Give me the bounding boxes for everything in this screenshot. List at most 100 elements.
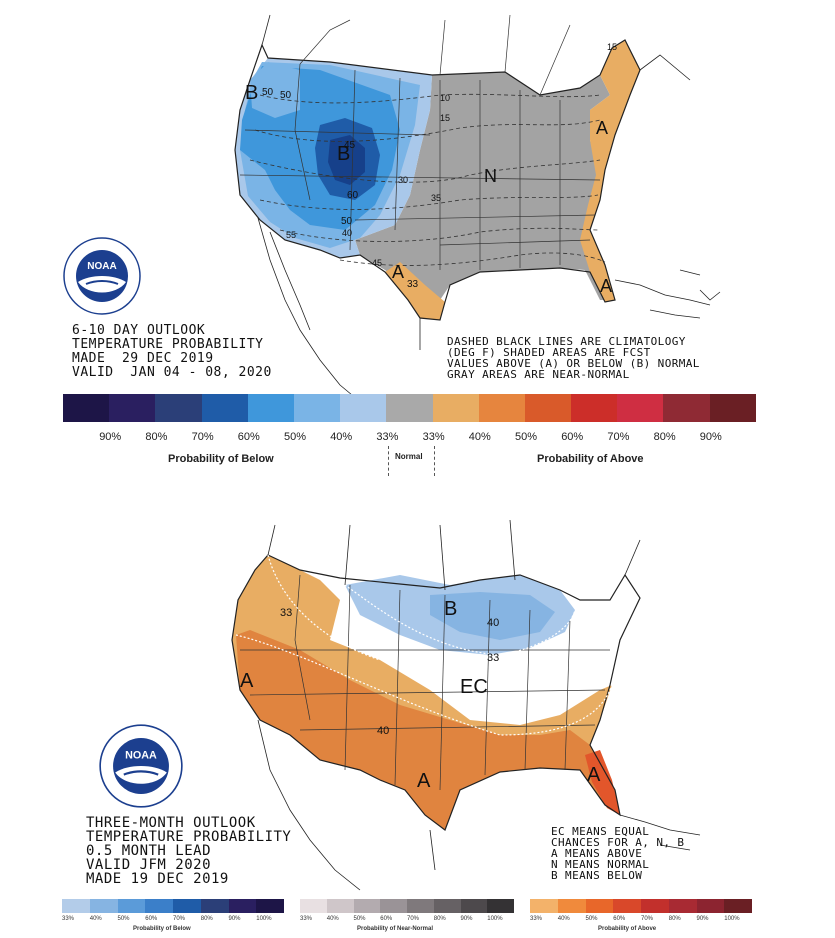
top-outlook-title-line-3: MADE 29 DEC 2019 — [72, 351, 214, 366]
bottom-legend-below-swatch — [117, 899, 146, 913]
bottom-legend-normal-swatch — [353, 899, 381, 913]
top-legend-label: 80% — [145, 431, 168, 443]
map-label-a-texas: A — [392, 262, 405, 282]
climatology-lines — [249, 93, 606, 266]
state-lines — [239, 14, 601, 270]
bottom-legend-normal-swatch — [433, 899, 461, 913]
contour-40b: 40 — [342, 228, 353, 238]
top-legend-swatch — [524, 394, 572, 422]
contour-50c: 50 — [341, 216, 353, 227]
contour-45a: 45 — [344, 140, 356, 151]
bottom-legend-normal-label: 33% — [300, 916, 313, 922]
above-normal-texas — [385, 262, 445, 320]
noaa-logo-bottom-icon: NOAA — [99, 724, 183, 808]
map-label-b-rockies: B — [337, 143, 351, 165]
bottom-legend-normal-swatch — [407, 899, 434, 913]
contour-50a: 50 — [262, 87, 274, 98]
us-outline-bottom — [231, 554, 641, 831]
bottom-legend-normal-label: 70% — [407, 916, 420, 922]
top-legend-label: 40% — [468, 431, 491, 443]
contour-15b: 15 — [607, 42, 618, 52]
top-notes-line-3: VALUES ABOVE (A) OR BELOW (B) NORMAL — [447, 357, 700, 370]
below-normal-northwest — [250, 62, 300, 118]
bottom-legend-above-swatch — [585, 899, 614, 913]
top-legend-swatch — [340, 394, 387, 422]
bottom-legend-below-colorbar — [62, 899, 284, 913]
top-legend-label: 60% — [561, 431, 584, 443]
top-outlook-title-line-1: 6-10 DAY OUTLOOK — [72, 323, 206, 338]
bottom-legend-below-label: 50% — [117, 916, 130, 922]
map-label-a-northeast: A — [596, 118, 609, 138]
near-normal-region — [355, 72, 612, 300]
above-region-mid — [236, 630, 620, 830]
noaa-logo-icon: NOAA — [63, 237, 141, 315]
bottom-legend-normal-label: 90% — [460, 916, 473, 922]
bottom-legend-above-swatch — [557, 899, 586, 913]
bottom-notes-line-4: N MEANS NORMAL — [551, 858, 650, 871]
bottom-legend-below-label: 80% — [200, 916, 213, 922]
bottom-legend-below-label: 90% — [228, 916, 241, 922]
bottom-legend-above-label: 80% — [668, 916, 681, 922]
bottom-legend-below-swatch — [256, 899, 284, 913]
bottom-notes-line-3: A MEANS ABOVE — [551, 847, 643, 860]
bottom-legend-below-swatch — [228, 899, 257, 913]
contour-30: 30 — [398, 175, 409, 185]
top-legend-label: 33% — [422, 431, 445, 443]
neighbor-outlines — [257, 14, 721, 396]
contour-50b: 50 — [280, 90, 292, 101]
normal-divider-left — [388, 446, 389, 476]
top-legend-swatch — [571, 394, 618, 422]
top-notes-line-2: (DEG F) SHADED AREAS ARE FCST — [447, 346, 651, 359]
top-legend-label: 60% — [237, 431, 260, 443]
map-label-a-texas-bottom: A — [417, 770, 431, 792]
bottom-outlook-title-line-1: THREE-MONTH OUTLOOK — [86, 815, 256, 831]
bottom-outlook-title-line-4: VALID JFM 2020 — [86, 857, 212, 873]
top-legend-label: 80% — [653, 431, 676, 443]
bottom-outlook-title-line-2: TEMPERATURE PROBABILITY — [86, 829, 292, 845]
top-legend-label: 70% — [607, 431, 630, 443]
bottom-legend-above-label: 40% — [557, 916, 570, 922]
contour-33b-bottom: 33 — [487, 652, 500, 664]
bottom-legend-above-swatch — [613, 899, 641, 913]
top-legend-swatch — [432, 394, 479, 422]
bottom-legend-normal-caption: Probability of Near-Normal — [357, 926, 434, 932]
bottom-legend-below-swatch — [89, 899, 118, 913]
bottom-outlook-title-line-3: 0.5 MONTH LEAD — [86, 843, 212, 859]
top-legend-swatch — [386, 394, 433, 422]
bottom-notes-line-1: EC MEANS EQUAL — [551, 825, 650, 838]
map-label-n: N — [484, 166, 497, 186]
below-region-north-mid — [430, 592, 555, 640]
top-legend-swatch — [709, 394, 756, 422]
bottom-legend-normal-label: 40% — [326, 916, 339, 922]
bottom-outlook-title-line-5: MADE 19 DEC 2019 — [86, 871, 229, 887]
top-legend-swatch — [478, 394, 525, 422]
bottom-legend-above-label: 100% — [724, 916, 740, 922]
contour-10: 10 — [440, 93, 451, 103]
contour-45b: 45 — [372, 258, 383, 268]
svg-text:NOAA: NOAA — [87, 261, 116, 272]
contour-40a-bottom: 40 — [487, 617, 500, 629]
top-legend-label: 90% — [99, 431, 122, 443]
bottom-legend-above-label: 50% — [585, 916, 598, 922]
state-lines-bottom — [240, 574, 610, 791]
top-outlook-title-line-4: VALID JAN 04 - 08, 2020 — [72, 365, 272, 380]
bottom-legend-below-label: 100% — [256, 916, 272, 922]
bottom-legend-above-caption: Probability of Above — [598, 926, 657, 932]
bottom-legend-above-label: 60% — [613, 916, 626, 922]
bottom-legend-below-label: 60% — [145, 916, 158, 922]
contour-40b-bottom: 40 — [377, 725, 390, 737]
bottom-legend-below-caption: Probability of Below — [133, 926, 191, 932]
bottom-legend-normal-swatch — [300, 899, 327, 913]
contour-15a: 15 — [440, 113, 451, 123]
bottom-legend-below-label: 40% — [89, 916, 102, 922]
top-legend-swatch — [201, 394, 248, 422]
top-legend-label: 40% — [330, 431, 353, 443]
contour-60a: 60 — [347, 190, 359, 201]
bottom-legend-above-swatch — [696, 899, 725, 913]
bottom-legend-above-swatch — [530, 899, 558, 913]
top-legend-below-caption: Probability of Below — [168, 453, 274, 465]
contour-35: 35 — [431, 193, 442, 203]
bottom-legend-above-swatch — [724, 899, 752, 913]
